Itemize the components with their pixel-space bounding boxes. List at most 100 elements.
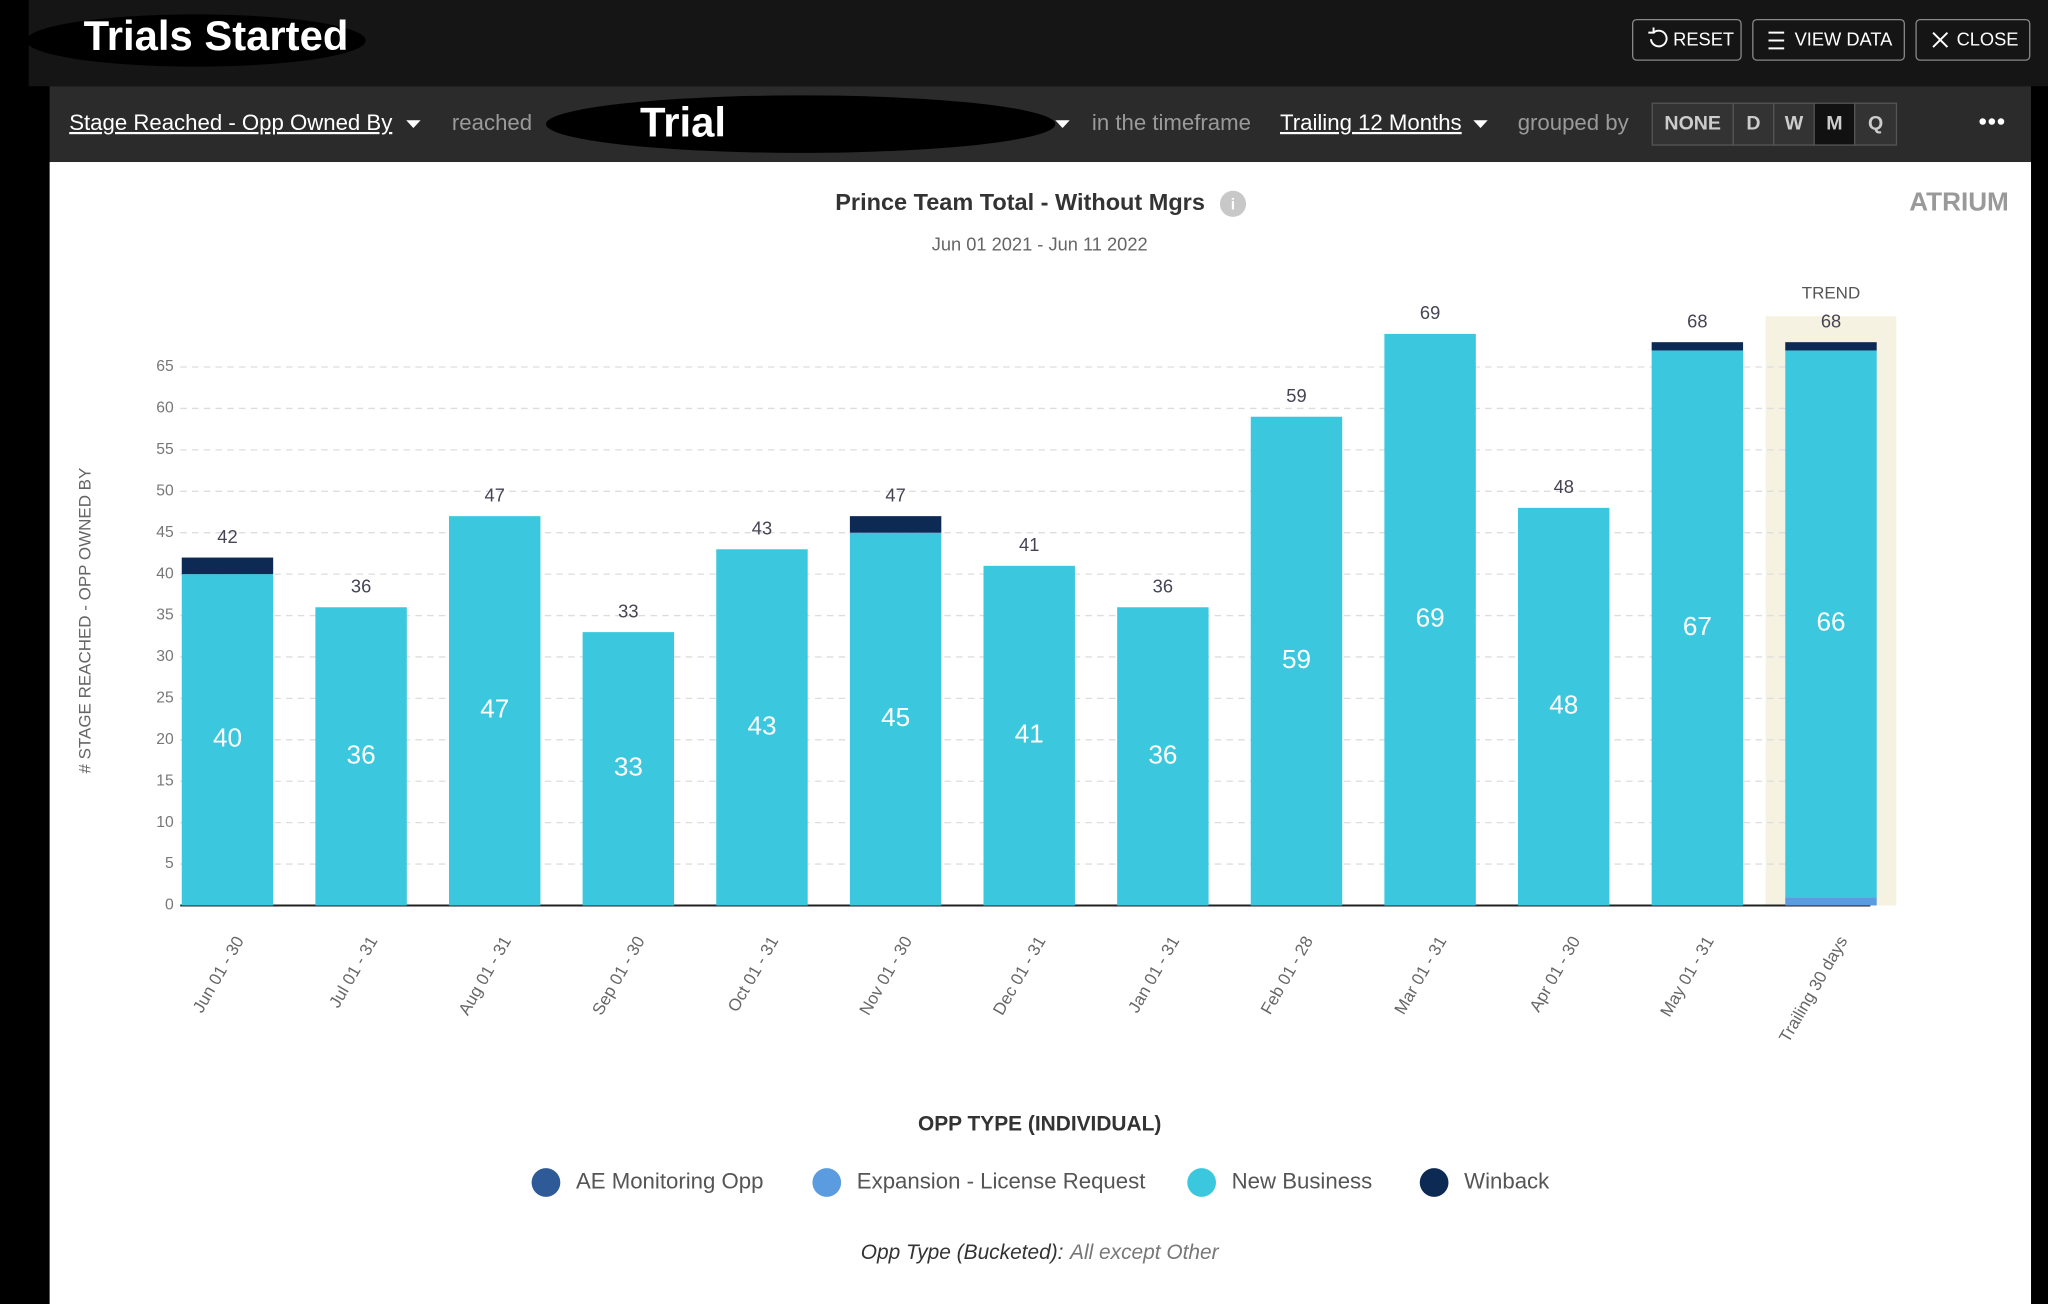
y-tick-label: 50 (156, 482, 174, 499)
grouping-button[interactable] (1773, 102, 1815, 146)
redaction (26, 14, 366, 67)
reset-icon (1648, 27, 1668, 48)
filter-stage[interactable]: Trial (640, 98, 726, 145)
bar-segment (1785, 350, 1877, 898)
legend-swatch (531, 1168, 561, 1197)
total-label: 36 (1153, 575, 1173, 596)
y-tick-label: 40 (156, 565, 174, 582)
info-icon-glyph: i (1231, 196, 1235, 213)
segment-label: 36 (1148, 739, 1177, 769)
total-label: 41 (1019, 534, 1039, 555)
filter-note-label: Opp Type (Bucketed): (861, 1241, 1064, 1264)
legend-label: New Business (1232, 1168, 1373, 1193)
grouping-buttons: NONE D W M Q (1651, 102, 1898, 146)
y-tick-label: 0 (165, 897, 174, 914)
chart-subtitle: Jun 01 2021 - Jun 11 2022 (932, 233, 1148, 254)
bar-segment (1785, 897, 1877, 906)
header-title: Trials Started (84, 12, 349, 59)
more-menu[interactable] (1979, 118, 2005, 125)
segment-label: 36 (347, 739, 376, 769)
grouping-label: Q (1868, 112, 1883, 134)
grouping-label: NONE (1664, 112, 1721, 134)
legend-swatch (1187, 1168, 1216, 1197)
bar-segment (983, 565, 1075, 906)
filter-note-value: All except Other (1068, 1241, 1220, 1264)
bar-segment (181, 574, 274, 906)
filter-field[interactable]: Stage Reached - Opp Owned By (69, 110, 393, 135)
total-label: 33 (618, 600, 638, 621)
close-button[interactable] (1915, 18, 2031, 61)
view-data-button[interactable] (1752, 18, 1905, 61)
segment-label: 48 (1549, 690, 1578, 720)
bar-segment (849, 532, 942, 906)
legend: AE Monitoring Opp Expansion - License Req… (531, 1168, 1550, 1197)
legend-swatch (812, 1168, 842, 1197)
bar-segment (1651, 350, 1744, 906)
segment-label: 33 (614, 752, 643, 782)
grouping-label: W (1785, 112, 1804, 134)
bar-segment (582, 632, 675, 906)
grouping-button[interactable] (1651, 102, 1734, 146)
filter-note: Opp Type (Bucketed): All except Other (861, 1241, 1220, 1264)
trend-label: TREND (1802, 283, 1860, 302)
y-axis-label: # STAGE REACHED - OPP OWNED BY (76, 468, 95, 774)
grouping-button[interactable] (1854, 102, 1898, 146)
y-tick-label: 30 (156, 648, 174, 665)
bar-segment (849, 516, 942, 533)
reset-button[interactable] (1631, 18, 1742, 61)
y-tick-label: 5 (165, 855, 174, 872)
total-label: 69 (1420, 302, 1440, 323)
button-label: CLOSE (1957, 28, 2019, 49)
bar-segment (315, 607, 407, 906)
total-label: 42 (217, 526, 237, 547)
segment-label: 43 (747, 710, 776, 740)
legend-label: Expansion - License Request (857, 1168, 1146, 1193)
button-label: RESET (1673, 28, 1734, 49)
logo: ATRIUM (1909, 187, 2009, 217)
y-tick-label: 20 (156, 731, 174, 748)
bar-segment (181, 557, 274, 575)
segment-label: 69 (1416, 603, 1445, 633)
info-icon[interactable] (1219, 190, 1247, 217)
bar-segment (716, 549, 808, 906)
segment-label: 41 (1015, 719, 1044, 749)
total-label: 59 (1286, 385, 1306, 406)
filter-timeframe[interactable]: Trailing 12 Months (1280, 110, 1462, 135)
chart-title: Prince Team Total - Without Mgrs (835, 189, 1205, 215)
y-tick-label: 55 (156, 441, 174, 458)
header-bar (28, 0, 2048, 87)
y-tick-label: 45 (156, 524, 174, 541)
segment-label: 59 (1282, 644, 1311, 674)
grouping-label: D (1746, 112, 1760, 134)
caret (406, 120, 421, 129)
segment-label: 47 (480, 694, 509, 724)
segment-label: 67 (1683, 611, 1712, 641)
filter-text: grouped by (1518, 110, 1630, 135)
button-label: VIEW DATA (1795, 28, 1894, 49)
legend-label: AE Monitoring Opp (576, 1168, 763, 1193)
segment-label: 45 (881, 702, 910, 732)
total-label: 47 (485, 484, 505, 505)
caret (1055, 120, 1070, 129)
y-tick-label: 10 (156, 814, 174, 831)
segment-label: 66 (1816, 607, 1845, 637)
bar-segment (1117, 607, 1209, 906)
bar-segment (1518, 507, 1610, 906)
total-label: 36 (351, 575, 371, 596)
redaction (545, 95, 1056, 153)
total-label: 43 (752, 518, 772, 539)
total-label: 68 (1687, 310, 1707, 331)
y-tick-label: 65 (156, 358, 174, 375)
total-label: 47 (885, 484, 905, 505)
grouping-button[interactable] (1813, 102, 1856, 146)
y-tick-label: 25 (156, 690, 174, 707)
total-label: 48 (1554, 476, 1574, 497)
caret (1473, 120, 1488, 129)
grouping-label: M (1826, 112, 1842, 134)
total-label: 68 (1821, 310, 1841, 331)
legend-title: OPP TYPE (INDIVIDUAL) (918, 1113, 1161, 1136)
list-icon (1768, 31, 1785, 50)
bar-segment (1785, 342, 1877, 351)
bar-segment (1250, 416, 1343, 906)
